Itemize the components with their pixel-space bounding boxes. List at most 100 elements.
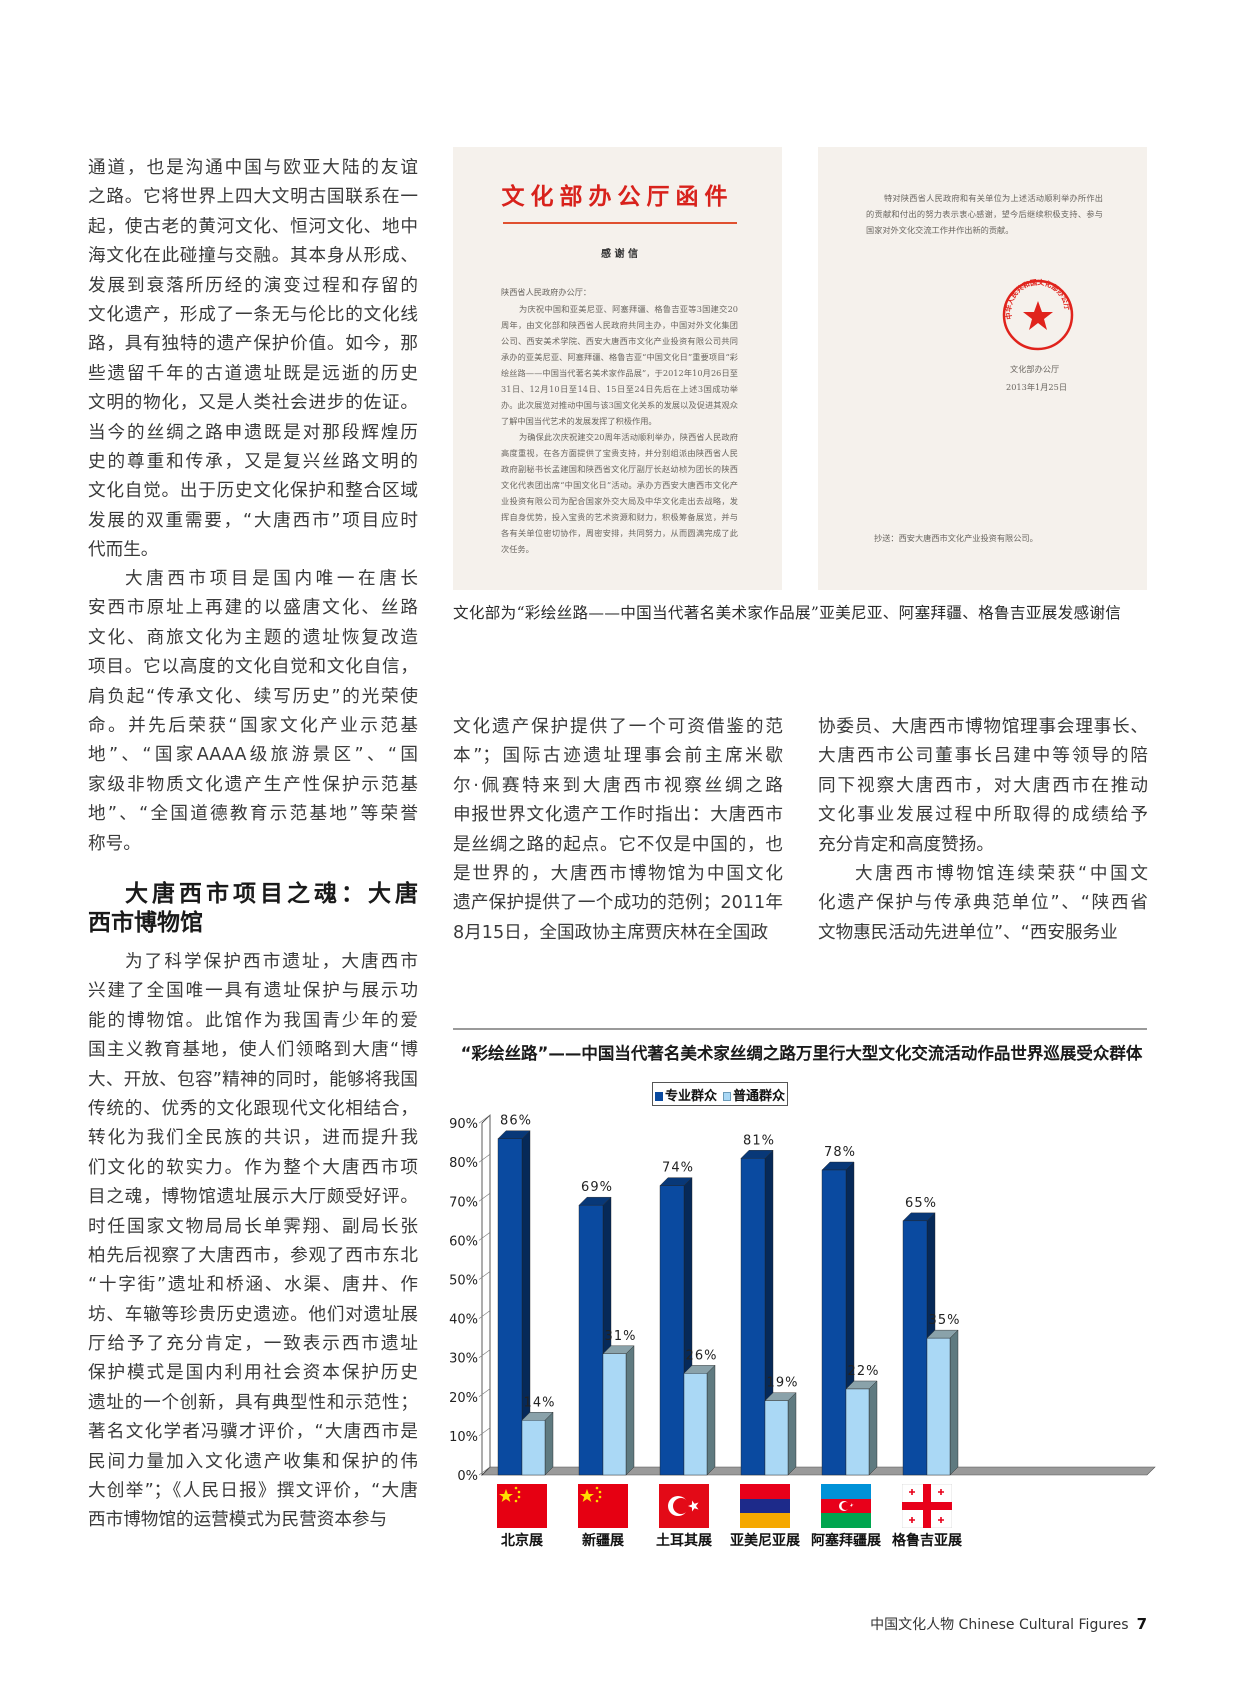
text-line: 大创举”；《人民日报》撰文评价，“大唐: [88, 1481, 418, 1502]
y-tick-label: 10%: [449, 1430, 478, 1445]
thank-you-letter-page-1: 文化部办公厅函件 感 谢 信 陕西省人民政府办公厅： 为庆祝中国和亚美尼亚、阿塞…: [453, 147, 782, 590]
bar-front: [659, 1185, 685, 1476]
data-label: 26%: [686, 1348, 718, 1363]
text-line: 文化、商旅文化为主题的遗址恢复改造: [88, 627, 418, 648]
data-label: 69%: [581, 1180, 613, 1195]
text-line: 文化遗产保护提供了一个可资借鉴的范: [453, 717, 783, 737]
text-line: 时任国家文物局局长单霁翔、副局长张: [88, 1216, 418, 1237]
category-label: 阿塞拜疆展: [811, 1533, 881, 1549]
data-label: 81%: [743, 1133, 775, 1148]
bar-side: [949, 1329, 959, 1476]
text-line: 尔·佩赛特来到大唐西市视察丝绸之路: [453, 775, 783, 796]
text-line: 国主义教育基地，使人们领略到大唐“博: [88, 1040, 418, 1061]
y-tick-label: 20%: [449, 1391, 478, 1406]
bar-front: [926, 1337, 951, 1476]
letter-date: 2013年1月25日: [1006, 382, 1068, 392]
heading-line: 大唐西市项目之魂：大唐: [125, 881, 418, 907]
text-line: 们文化的软实力。作为整个大唐西市项: [88, 1157, 418, 1178]
chart-title: “彩绘丝路”——中国当代著名美术家丝绸之路万里行大型文化交流活动作品世界巡展受众…: [460, 1044, 1143, 1063]
text-line: 保护模式是国内利用社会资本保护历史: [88, 1363, 418, 1384]
bar-front: [740, 1158, 766, 1476]
bar-side: [868, 1380, 878, 1476]
text-line: 目之魂，博物馆遗址展示大厅颇受好评。: [88, 1187, 418, 1208]
bar-general: [845, 1380, 878, 1476]
text-line: 称号。: [88, 833, 141, 854]
y-tick: [478, 1271, 491, 1280]
page-number: 7: [1136, 1615, 1147, 1633]
category-label: 土耳其展: [656, 1533, 712, 1549]
text-line: 之路。它将世界上四大文明古国联系在一: [88, 187, 418, 208]
bar-front: [821, 1169, 847, 1476]
text-line: 为了科学保护西市遗址，大唐西市: [125, 952, 418, 972]
y-tick-label: 40%: [449, 1313, 478, 1328]
y-tick: [478, 1153, 491, 1163]
legend-label: 专业群众: [664, 1088, 717, 1104]
paragraph: 大唐西市博物馆连续荣获“中国文化遗产保护与传承典范单位”、“陕西省 文物惠民活动先…: [818, 860, 1148, 948]
text-line: 能的博物馆。此馆作为我国青少年的爱: [88, 1010, 418, 1031]
bar-front: [683, 1373, 708, 1476]
letter-body-flow: 为庆祝中国和亚美尼亚、阿塞拜疆、格鲁吉亚等3国建交20周年，由文化部和陕西省人民…: [501, 301, 738, 557]
text-line: 家级非物质文化遗产生产性保护示范基: [88, 774, 418, 795]
data-label: 74%: [662, 1161, 694, 1176]
text-line: “十字街”遗址和桥涵、水渠、唐井、作: [88, 1275, 418, 1296]
china-flag-icon: [497, 1484, 547, 1528]
y-tick: [478, 1349, 491, 1358]
text-line: 兴建了全国唯一具有遗址保护与展示功: [88, 981, 418, 1002]
bar-side: [787, 1392, 797, 1476]
text-line: 文化自觉。出于历史文化保护和整合区域: [88, 481, 418, 502]
data-label: 86%: [500, 1114, 532, 1129]
armenia-flag-icon: [740, 1484, 790, 1528]
text-line: 遗产保护提供了一个成功的范例；2011年: [453, 893, 783, 914]
text-line: 文明的物化，又是人类社会进步的佐证。: [88, 393, 418, 414]
y-tick-label: 30%: [449, 1352, 478, 1367]
bar-front: [902, 1220, 928, 1476]
legend-item-general: 普通群众: [723, 1085, 785, 1104]
text-line: 民间力量加入文化遗产收集和保护的伟: [88, 1451, 418, 1472]
letterhead: 文化部办公厅函件: [501, 183, 734, 210]
text-line: 是丝绸之路的起点。它不仅是中国的，也: [453, 834, 783, 855]
text-line: 命。并先后荣获“国家文化产业示范基: [88, 715, 418, 736]
text-line: 安西市原址上再建的以盛唐文化、丝路: [88, 598, 418, 619]
bar-front: [521, 1420, 546, 1476]
text-line: 西市博物馆的运营模式为民营资本参与: [88, 1510, 388, 1531]
y-tick: [478, 1466, 491, 1476]
georgia-flag-icon: [902, 1484, 952, 1528]
text-line: 文物惠民活动先进单位”、“西安服务业: [818, 922, 1118, 943]
paragraph: 为了科学保护西市遗址，大唐西市兴建了全国唯一具有遗址保护与展示功 能的博物馆。此馆…: [88, 948, 418, 1536]
text-line: 转化为我们全民族的共识，进而提升我: [88, 1128, 418, 1149]
bar-general: [764, 1392, 797, 1476]
data-label: 35%: [929, 1313, 961, 1328]
text-line: 发展到衰落所历经的演变过程和存留的: [88, 275, 418, 296]
chart-legend: 专业群众 普通群众: [652, 1082, 788, 1106]
text-line: 大唐西市公司董事长吕建中等领导的陪: [818, 746, 1148, 767]
text-line: 遗址的一个创新，具有典型性和示范性；: [88, 1392, 418, 1413]
turkey-flag-icon: [659, 1484, 709, 1528]
text-line: 大唐西市博物馆连续荣获“中国文: [855, 864, 1148, 884]
text-line: 充分肯定和高度赞扬。: [818, 834, 994, 855]
legend-item-professional: 专业群众: [654, 1085, 717, 1104]
text-line: 地”、“国家AAAA级旅游景区”、“国: [88, 745, 418, 766]
paragraph: 通道，也是沟通中国与欧亚大陆的友谊 之路。它将世界上四大文明古国联系在一 起，使古老…: [88, 154, 418, 565]
legend-label: 普通群众: [733, 1088, 786, 1104]
section-heading: 大唐西市项目之魂：大唐 西市博物馆: [88, 880, 418, 938]
letter-body: 为确保此次庆祝建交20周年活动顺利举办，陕西省人民政府高度重视，在各方面提供了宝…: [501, 432, 738, 554]
text-line: 化遗产保护与传承典范单位”、“陕西省: [818, 893, 1148, 914]
y-tick: [478, 1427, 491, 1437]
bar-front: [578, 1205, 604, 1476]
text-line: 柏先后视察了大唐西市，参观了西市东北: [88, 1245, 418, 1266]
azerbaijan-flag-icon: [821, 1484, 871, 1528]
text-line: 发展的双重需要，“大唐西市”项目应时: [88, 510, 418, 531]
bar-general: [926, 1329, 959, 1476]
bar-general: [683, 1364, 716, 1476]
text-line: 坊、车辙等珍贵历史遗迹。他们对遗址展: [88, 1304, 418, 1325]
thank-you-letter-page-2: 特对陕西省人民政府和有关单位为上述活动顺利举办所作出的贡献和付出的努力表示衷心感…: [818, 147, 1147, 590]
text-line: 项目。它以高度的文化自觉和文化自信，: [88, 657, 418, 678]
letter-body: 特对陕西省人民政府和有关单位为上述活动顺利举办所作出的贡献和付出的努力表示衷心感…: [866, 193, 1103, 235]
text-line: 大、开放、包容”精神的同时，能够将我国: [88, 1069, 418, 1090]
text-line: 申报世界文化遗产工作时指出：大唐西市: [453, 805, 783, 826]
data-label: 14%: [524, 1395, 556, 1410]
data-label: 78%: [824, 1145, 856, 1160]
bar-professional: [497, 1130, 531, 1476]
bar-side: [625, 1345, 635, 1476]
letter-salutation: 陕西省人民政府办公厅：: [501, 287, 592, 297]
